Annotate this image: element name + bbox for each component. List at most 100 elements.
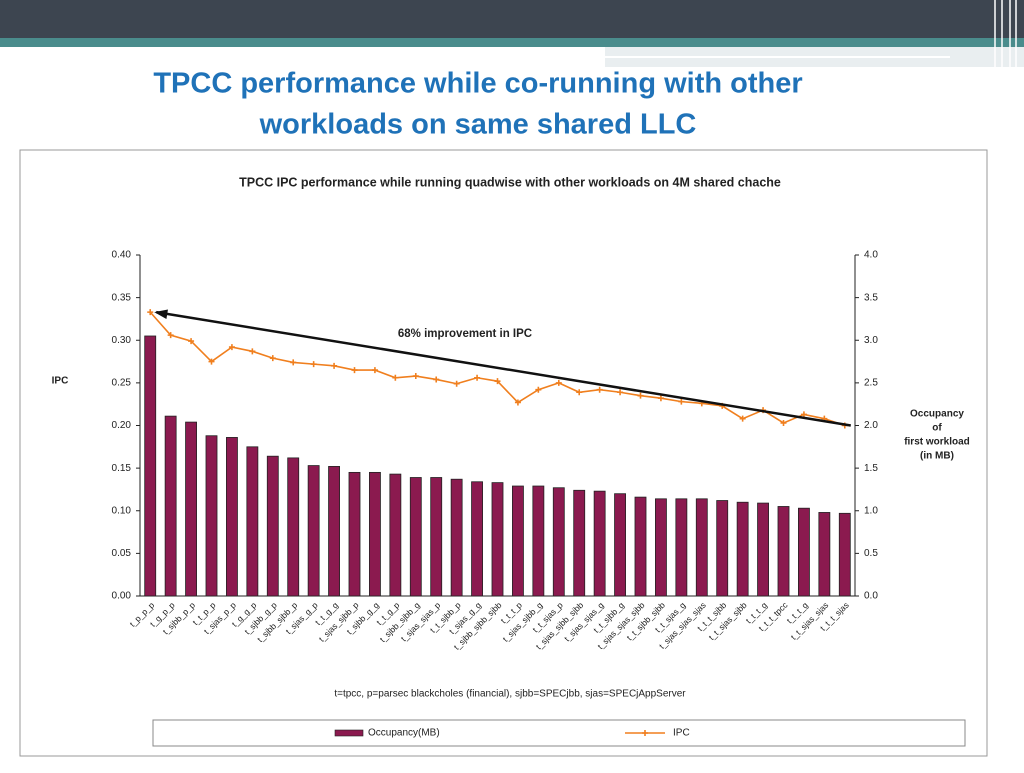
y-tick-label: 0.40 xyxy=(112,250,132,261)
bar xyxy=(144,335,157,597)
ipc-marker xyxy=(453,380,460,387)
bar xyxy=(430,477,443,597)
y2-tick-label: 1.0 xyxy=(864,505,878,516)
ipc-marker xyxy=(596,386,603,393)
y2-axis-title: of xyxy=(932,423,942,434)
y-tick-label: 0.20 xyxy=(112,420,132,431)
legend-marker xyxy=(642,730,648,736)
y2-tick-label: 0.5 xyxy=(864,548,878,559)
chart-frame xyxy=(19,149,988,757)
ipc-marker xyxy=(249,348,256,355)
ipc-marker xyxy=(637,392,644,399)
bar xyxy=(614,493,626,597)
bar xyxy=(798,507,810,597)
ipc-marker xyxy=(555,379,562,386)
bar xyxy=(716,500,729,597)
chart-title: TPCC IPC performance while running quadw… xyxy=(239,175,781,189)
y2-tick-label: 2.0 xyxy=(864,420,878,431)
arrow-head xyxy=(154,309,168,319)
ipc-marker xyxy=(657,395,664,402)
bar xyxy=(655,498,667,597)
y-tick-label: 0.15 xyxy=(112,463,132,474)
y2-tick-label: 3.5 xyxy=(864,292,878,303)
ipc-marker xyxy=(269,355,276,362)
slide-title: workloads on same shared LLC xyxy=(259,109,697,141)
y2-tick-label: 4.0 xyxy=(864,250,878,261)
bar xyxy=(777,506,790,597)
bar xyxy=(307,465,320,597)
ipc-marker xyxy=(167,332,174,339)
y2-axis-title: first workload xyxy=(904,437,970,448)
bar xyxy=(266,455,279,597)
footnote: t=tpcc, p=parsec blackcholes (financial)… xyxy=(334,689,686,700)
y2-tick-label: 3.0 xyxy=(864,335,878,346)
bar xyxy=(634,496,647,597)
y2-tick-label: 1.5 xyxy=(864,463,878,474)
ipc-marker xyxy=(310,361,317,368)
bar xyxy=(409,477,422,597)
bar xyxy=(471,481,483,597)
ipc-marker xyxy=(433,376,440,383)
bar xyxy=(552,487,565,597)
ipc-marker xyxy=(739,415,746,422)
y2-axis-title: Occupancy xyxy=(910,409,964,420)
y2-axis-title: (in MB) xyxy=(920,451,954,462)
y2-tick-label: 2.5 xyxy=(864,378,878,389)
bar xyxy=(450,478,463,597)
bar xyxy=(369,471,381,597)
y-tick-label: 0.25 xyxy=(112,378,132,389)
bar xyxy=(205,435,218,597)
bar xyxy=(675,498,688,597)
y2-tick-label: 0.0 xyxy=(864,591,878,602)
annotation: 68% improvement in IPC xyxy=(398,328,532,340)
bar xyxy=(164,415,177,597)
bar xyxy=(532,485,545,597)
bar xyxy=(185,421,197,597)
ipc-marker xyxy=(780,419,787,426)
legend-box xyxy=(152,719,966,747)
y-tick-label: 0.10 xyxy=(112,505,132,516)
ipc-marker xyxy=(188,338,195,345)
bar xyxy=(573,489,586,597)
y-tick-label: 0.00 xyxy=(112,591,132,602)
bar xyxy=(246,446,259,597)
trend-arrow xyxy=(156,310,851,427)
ipc-marker xyxy=(208,358,215,365)
bar xyxy=(695,498,708,597)
ipc-marker xyxy=(535,386,542,393)
bar xyxy=(287,457,300,597)
legend-swatch xyxy=(334,729,364,737)
ipc-marker xyxy=(228,344,235,351)
y-tick-label: 0.35 xyxy=(112,292,132,303)
ipc-marker xyxy=(617,389,624,396)
bar xyxy=(818,512,831,597)
bar xyxy=(593,490,606,597)
legend-label: Occupancy(MB) xyxy=(368,728,440,739)
ipc-marker xyxy=(474,374,481,381)
ipc-marker xyxy=(290,359,297,366)
y-tick-label: 0.30 xyxy=(112,335,132,346)
slide-title: TPCC performance while co-running with o… xyxy=(153,68,802,100)
ipc-marker xyxy=(494,378,501,385)
deco-bars xyxy=(994,0,1017,68)
bar xyxy=(512,485,524,597)
bar xyxy=(348,471,361,597)
ipc-marker xyxy=(392,374,399,381)
ipc-marker xyxy=(800,411,807,418)
bar xyxy=(757,502,769,597)
y-axis-title: IPC xyxy=(52,376,69,387)
bar xyxy=(736,501,749,597)
bar xyxy=(838,512,851,597)
legend-label: IPC xyxy=(673,728,690,739)
ipc-marker xyxy=(331,362,338,369)
teal-stripe xyxy=(0,38,1024,47)
top-band xyxy=(0,0,1024,38)
y-tick-label: 0.05 xyxy=(112,548,132,559)
ipc-marker xyxy=(576,389,583,396)
bar xyxy=(491,482,504,597)
ipc-marker xyxy=(147,309,154,316)
ipc-marker xyxy=(514,399,521,406)
bar xyxy=(328,466,340,597)
